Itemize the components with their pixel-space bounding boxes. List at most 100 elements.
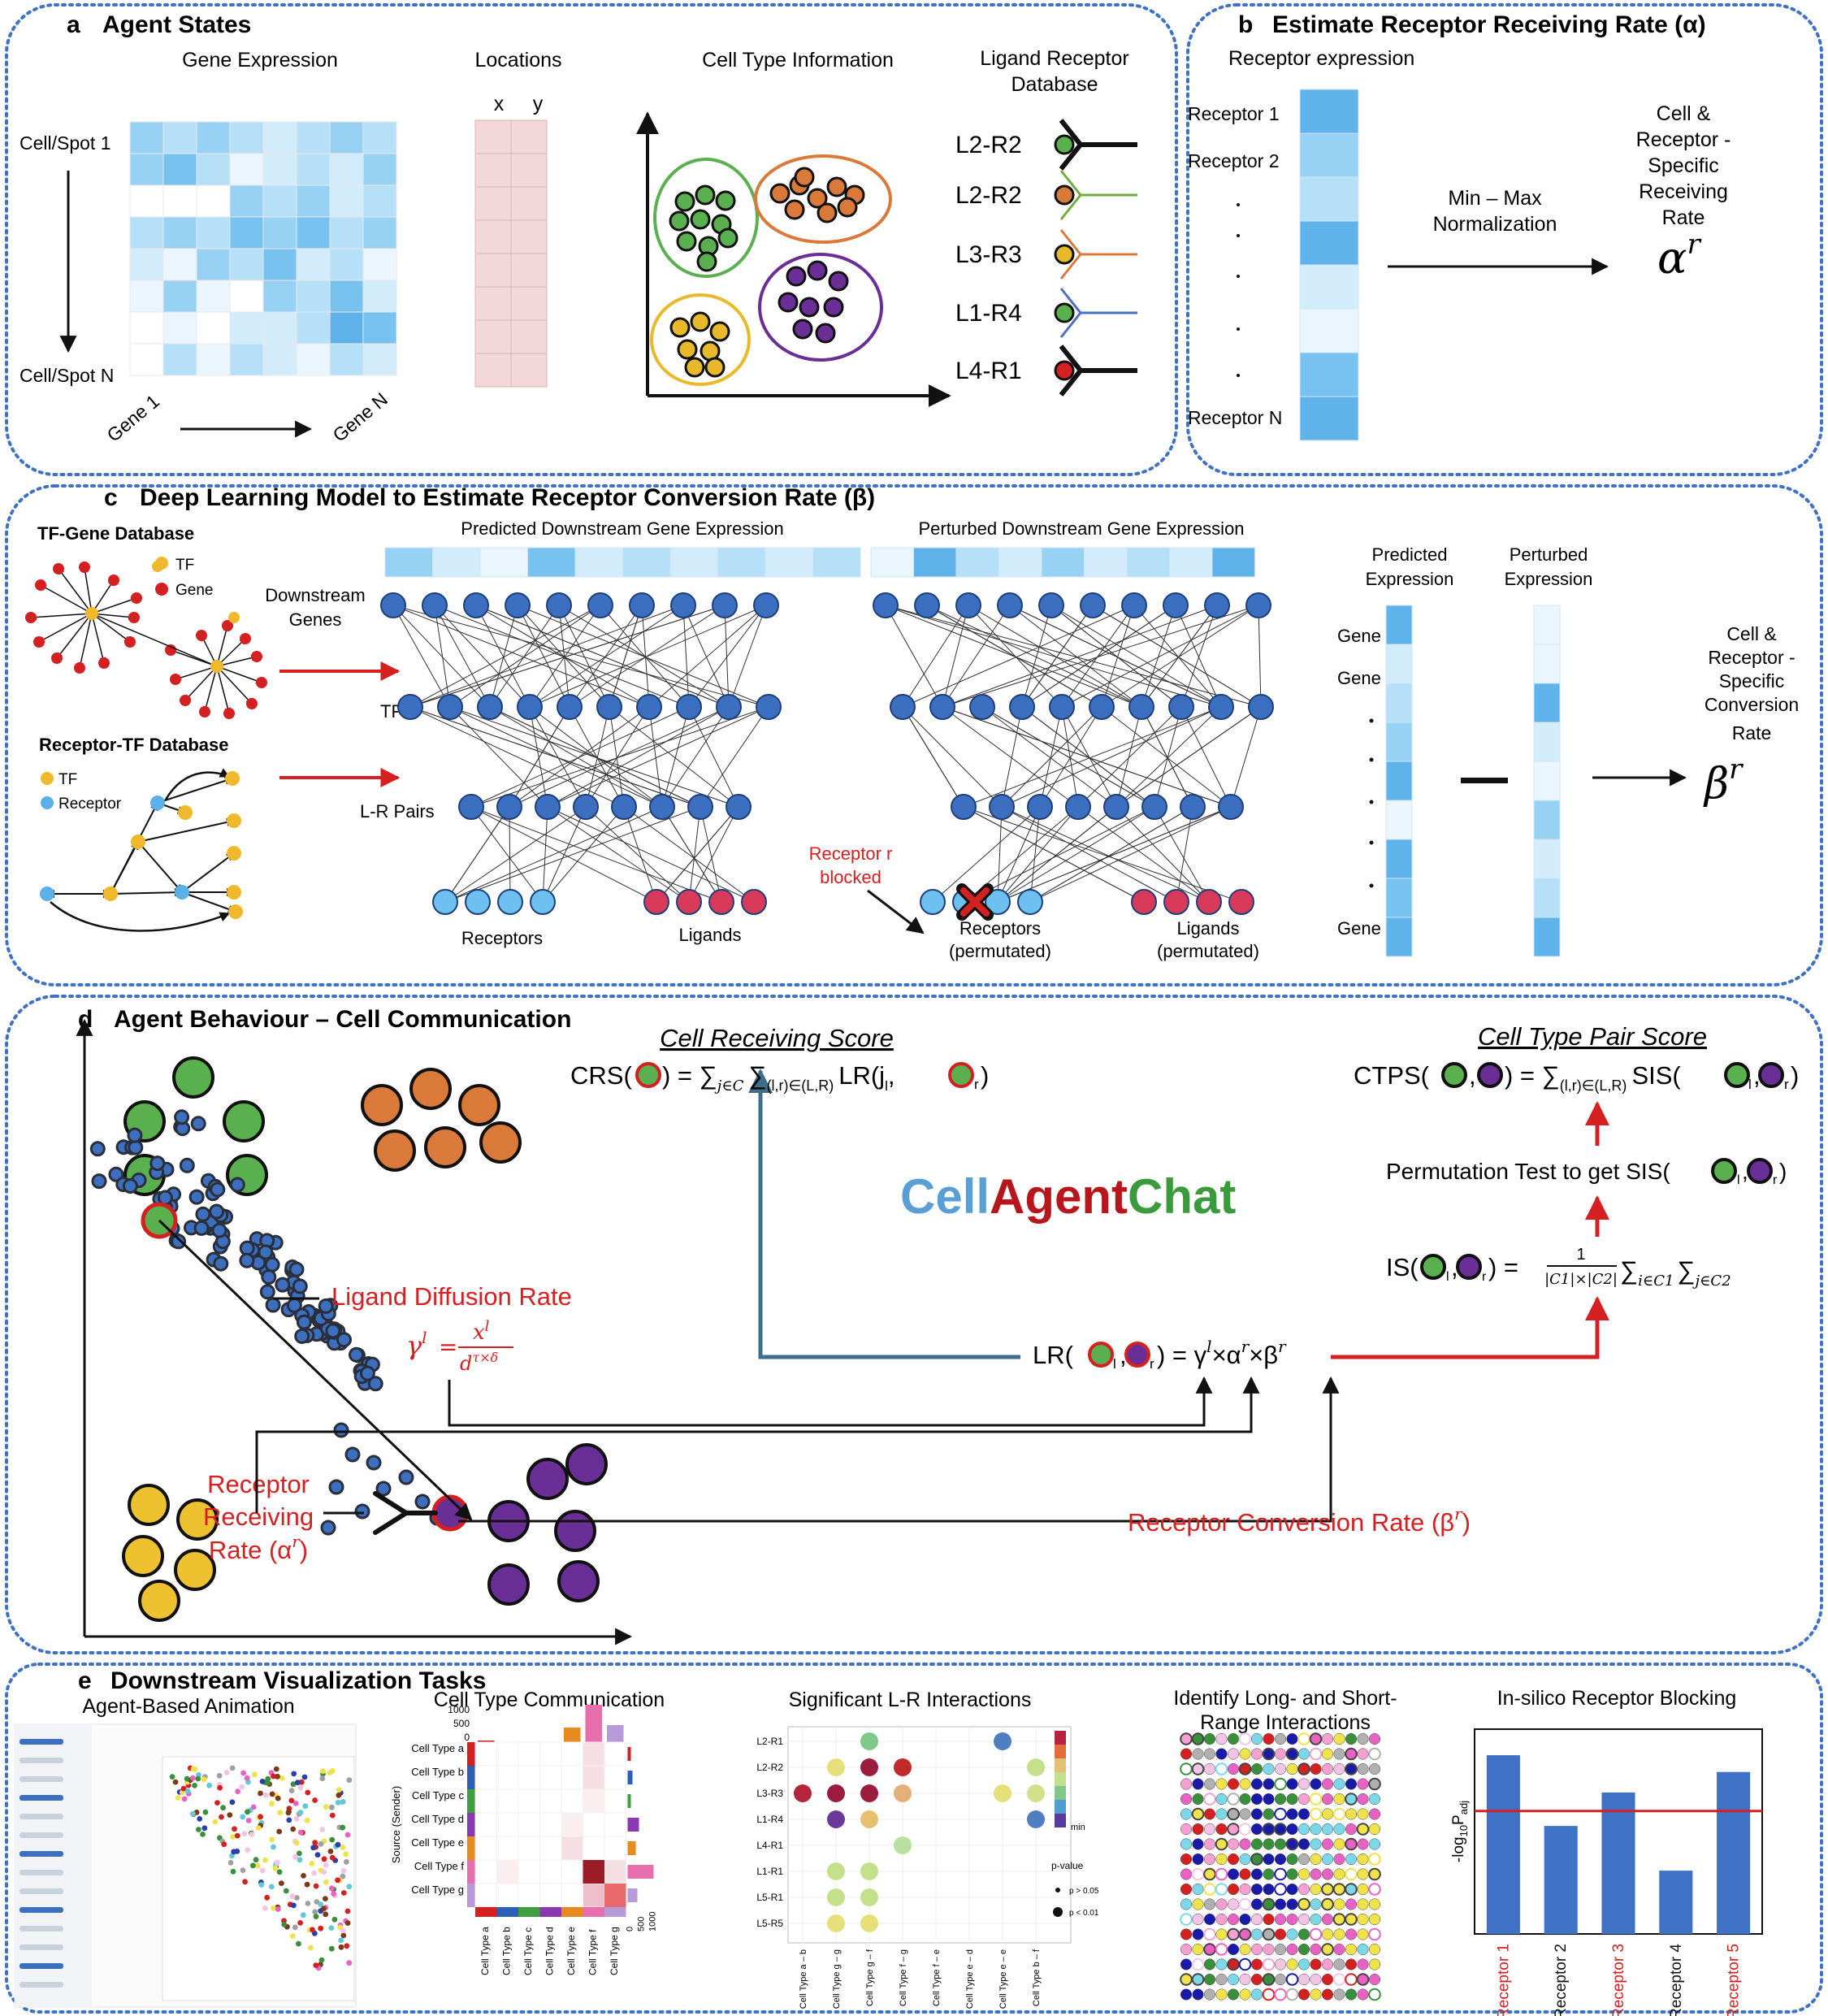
ls-dot [1262, 1973, 1276, 1986]
heat-cell [561, 1883, 583, 1908]
ls-dot [1227, 1883, 1240, 1896]
lr-dot [860, 1784, 878, 1802]
ls-dot [1345, 1988, 1358, 2001]
ls-dot [1297, 1732, 1310, 1745]
ls-dot [1297, 1778, 1310, 1790]
ls-dot [1239, 1868, 1251, 1880]
abm-agent [219, 1814, 224, 1820]
nn-edge [444, 806, 663, 903]
heatmap-cell [329, 280, 364, 313]
nn-edge [902, 706, 1003, 808]
nn-edge [661, 706, 690, 808]
tf-node [85, 607, 98, 620]
heat-cell [539, 1741, 562, 1767]
heat-col-color [539, 1907, 561, 1917]
long-short-title-1: Identify Long- and Short- [1173, 1687, 1397, 1710]
ls-dot [1215, 1778, 1228, 1790]
ls-dot [1274, 1958, 1287, 1970]
ligand-node [1131, 889, 1157, 915]
ls-dot [1345, 1747, 1358, 1761]
cluster-cell [717, 228, 739, 249]
nn-edge [1039, 706, 1102, 808]
nn-edge [585, 806, 690, 903]
heatmap-cell [296, 216, 331, 249]
ls-dot [1321, 1838, 1334, 1850]
dot-row-label: L4-R1 [756, 1840, 783, 1851]
ls-dot [1263, 1762, 1275, 1775]
predicted-expression-label-2: Expression [1366, 569, 1454, 589]
ligand-dot [1054, 302, 1075, 323]
abm-agent [290, 1826, 297, 1832]
gene-node [251, 651, 262, 662]
gene-node [51, 652, 63, 664]
nn-edge [585, 706, 610, 808]
panel-e-title: Downstream Visualization Tasks [110, 1667, 486, 1694]
nn-edge [885, 605, 1142, 708]
heatmap-cell [196, 121, 231, 154]
ls-dot [1227, 1927, 1240, 1941]
ls-dot [1321, 1883, 1334, 1896]
nn-edge [700, 706, 769, 808]
predicted-expression-column [1385, 605, 1413, 957]
abm-agent [223, 1770, 230, 1775]
heatmap-cell [129, 311, 164, 345]
nn-node [1089, 694, 1115, 720]
dot-col-label: Cell Type a – b [799, 1949, 808, 2009]
heat-right-bar [627, 1818, 639, 1832]
nn-edge [558, 605, 730, 708]
bar-receptor-2 [1544, 1826, 1578, 1934]
heat-cell [518, 1765, 540, 1790]
ls-dot [1180, 1868, 1193, 1880]
abm-agent [344, 1920, 351, 1927]
ls-dot [1263, 1868, 1275, 1880]
colorbar-segment [1055, 1745, 1066, 1758]
abm-control [19, 1832, 63, 1838]
ligand-molecule [89, 1141, 106, 1157]
nn-edge [682, 605, 690, 708]
nn-node [517, 694, 543, 720]
perturbed-expression-label-1: Perturbed [1510, 544, 1588, 565]
network-edge [38, 613, 93, 643]
nn-edge [1115, 706, 1142, 808]
ls-dot [1274, 1793, 1287, 1806]
heat-cell [496, 1765, 519, 1790]
heat-col-color [583, 1907, 604, 1917]
nn-node [596, 694, 622, 720]
ls-dot [1180, 1838, 1193, 1850]
abm-agent [283, 1888, 289, 1894]
lr-dot [1027, 1810, 1045, 1828]
ls-dot [1180, 1883, 1193, 1896]
predicted-downstream-label: Predicted Downstream Gene Expression [461, 518, 783, 539]
abm-agent [296, 1940, 301, 1947]
ls-dot [1357, 1883, 1369, 1896]
lr-pairs-label: L-R Pairs [360, 801, 435, 822]
panel-e-letter: e [78, 1667, 92, 1694]
abm-agent [294, 1895, 300, 1901]
perturbed-strip-cell [1169, 547, 1213, 578]
ls-dot [1357, 1943, 1369, 1956]
ls-dot [1332, 1913, 1346, 1926]
abm-agent [201, 1776, 207, 1783]
svg-text:l: l [1446, 1270, 1449, 1284]
predicted-strip-cell [432, 547, 481, 578]
nn-edge [688, 605, 767, 708]
nn-edge [1039, 706, 1063, 808]
network-edge [184, 665, 218, 701]
nn-edge [926, 605, 1142, 708]
abm-agent [329, 1812, 336, 1819]
ls-dot [1310, 1943, 1322, 1956]
network-edge [91, 596, 137, 614]
pvalue-small-dot [1055, 1888, 1060, 1892]
perturbed-column-cell [1533, 605, 1561, 645]
ls-dot [1227, 1913, 1240, 1926]
nn-node [712, 592, 738, 618]
heat-row-color [467, 1836, 475, 1860]
gene-node [108, 574, 119, 586]
ls-dot [1321, 1913, 1334, 1926]
ls-dot [1286, 1958, 1298, 1970]
heatmap-cell [129, 184, 164, 218]
lr-pair-label: L4-R1 [955, 358, 1022, 384]
nn-edge [1230, 706, 1262, 808]
network-edge [91, 613, 135, 621]
heatmap-cell [262, 121, 297, 154]
